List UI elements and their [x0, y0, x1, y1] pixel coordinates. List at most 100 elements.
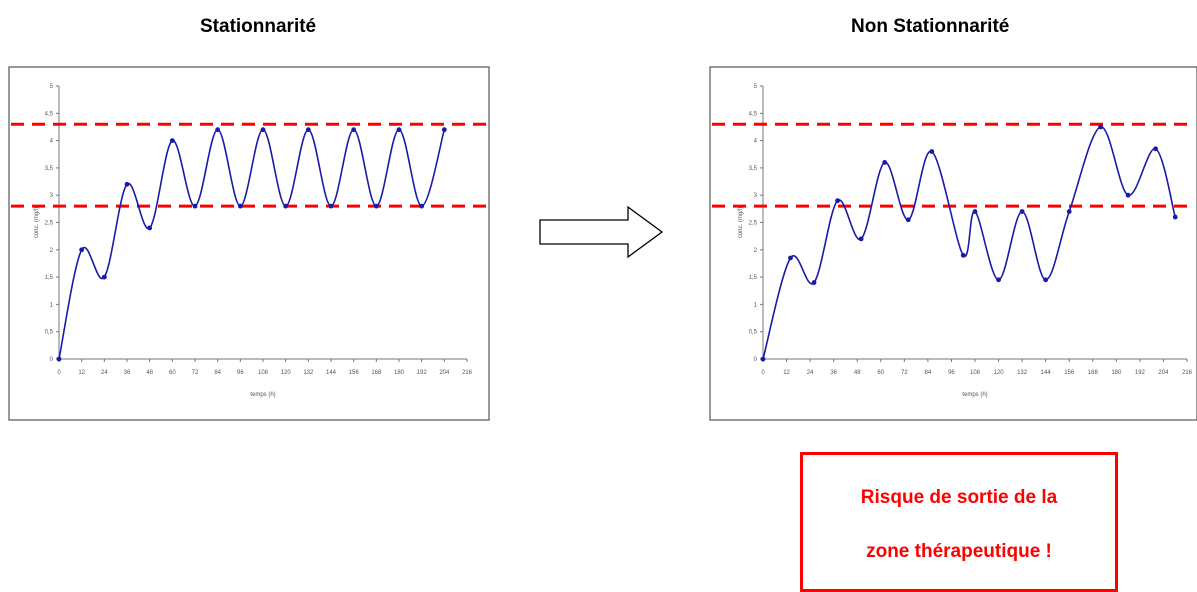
data-point	[960, 252, 966, 258]
y-tick-label: 2	[754, 248, 758, 254]
x-tick-label: 132	[303, 370, 314, 376]
data-point	[811, 280, 817, 285]
data-point	[237, 203, 243, 209]
y-tick-label: 4,5	[749, 111, 758, 117]
x-tick-label: 144	[326, 370, 337, 376]
y-tick-label: 4,5	[45, 111, 54, 117]
x-axis-label: temps (h)	[250, 392, 275, 398]
x-tick-label: 96	[948, 370, 955, 376]
y-axis-label: conc. (mg/l)	[34, 207, 40, 238]
x-tick-label: 132	[1017, 370, 1028, 376]
x-tick-label: 156	[1064, 370, 1075, 376]
data-point	[1098, 124, 1104, 130]
data-point	[441, 127, 447, 133]
y-tick-label: 1,5	[749, 275, 758, 281]
y-tick-label: 5	[754, 84, 758, 90]
chart-frame	[8, 66, 490, 421]
y-tick-label: 2,5	[749, 221, 758, 227]
y-tick-label: 4	[50, 139, 54, 145]
data-point	[169, 138, 175, 144]
x-tick-label: 24	[807, 370, 814, 376]
chart-stationnarite: 0 0,5 1 1,5 2 2,5 3 3,5 4 4,5 5 0 12 24 36 48 60 72 84 96 10…	[8, 66, 490, 421]
data-point	[305, 127, 311, 133]
x-tick-label: 204	[439, 370, 450, 376]
data-point	[79, 247, 85, 253]
chart-non-stationnarite: 0 0,5 1 1,5 2 2,5 3 3,5 4 4,5 5 0 12 24 36 48 60 72 84 96 10…	[709, 66, 1197, 421]
data-point	[373, 203, 379, 209]
y-axis-label: conc. (mg/l)	[738, 207, 744, 238]
data-point	[858, 236, 864, 242]
data-point	[996, 277, 1001, 283]
y-tick-label: 0	[50, 357, 54, 363]
x-tick-label: 108	[970, 370, 981, 376]
x-tick-label: 36	[124, 370, 131, 376]
x-tick-label: 180	[394, 370, 405, 376]
x-tick-label: 60	[169, 370, 176, 376]
y-tick-label: 3,5	[45, 166, 54, 172]
data-point	[351, 127, 357, 133]
y-tick-label: 3,5	[749, 166, 758, 172]
y-tick-label: 1,5	[45, 275, 54, 281]
warning-line-2: zone thérapeutique !	[866, 541, 1052, 562]
x-tick-label: 36	[830, 370, 837, 376]
x-tick-label: 204	[1158, 370, 1169, 376]
data-point	[396, 127, 402, 133]
data-point	[882, 160, 888, 165]
x-tick-label: 192	[1135, 370, 1146, 376]
warning-box: Risque de sortie de la zone thérapeutiqu…	[800, 452, 1118, 592]
data-point	[1019, 209, 1025, 214]
data-point	[283, 203, 289, 209]
x-tick-label: 48	[146, 370, 153, 376]
data-point	[788, 255, 793, 261]
x-tick-label: 72	[192, 370, 199, 376]
x-tick-label: 0	[761, 370, 765, 376]
right-arrow-icon	[539, 205, 664, 259]
y-tick-label: 0	[754, 357, 758, 363]
chart-title-non-stationnarite: Non Stationnarité	[851, 16, 1010, 37]
x-tick-label: 12	[78, 370, 85, 376]
x-tick-label: 84	[214, 370, 221, 376]
y-tick-label: 0,5	[45, 330, 54, 336]
x-tick-label: 168	[371, 370, 382, 376]
y-tick-label: 3	[754, 193, 758, 199]
data-point	[101, 274, 107, 280]
x-tick-label: 72	[901, 370, 908, 376]
data-point	[260, 127, 266, 133]
data-point	[972, 209, 978, 214]
x-tick-label: 60	[877, 370, 884, 376]
x-axis-label: temps (h)	[962, 392, 987, 398]
y-tick-label: 4	[754, 139, 758, 145]
x-tick-label: 144	[1041, 370, 1052, 376]
data-point	[192, 203, 198, 209]
chart-title-stationnarite: Stationnarité	[200, 16, 317, 37]
charts-canvas: 00,511,522,533,544,550 12 24 36 48 60 72 84 96 10…	[8, 66, 1197, 421]
x-tick-label: 0	[57, 370, 61, 376]
y-tick-label: 5	[50, 84, 54, 90]
data-point	[1125, 192, 1131, 198]
x-tick-label: 192	[417, 370, 428, 376]
data-point	[419, 203, 425, 209]
chart-frame	[709, 66, 1197, 421]
y-tick-label: 2	[50, 248, 54, 254]
data-point	[147, 225, 153, 231]
y-tick-label: 1	[754, 302, 758, 308]
x-tick-label: 156	[349, 370, 360, 376]
x-tick-label: 216	[1182, 370, 1193, 376]
x-tick-label: 12	[783, 370, 790, 376]
y-tick-label: 1	[50, 302, 54, 308]
y-tick-label: 2,5	[45, 221, 54, 227]
x-tick-label: 24	[101, 370, 108, 376]
data-point	[328, 203, 334, 209]
data-point	[215, 127, 221, 133]
y-tick-label: 3	[50, 193, 54, 199]
x-tick-label: 48	[854, 370, 861, 376]
data-point	[929, 149, 935, 154]
data-point	[1043, 277, 1049, 283]
x-tick-label: 168	[1088, 370, 1099, 376]
data-point	[56, 356, 62, 362]
data-point	[1066, 209, 1072, 214]
data-point	[760, 356, 766, 362]
warning-line-1: Risque de sortie de la	[860, 487, 1058, 508]
x-tick-label: 96	[237, 370, 244, 376]
data-point	[835, 198, 840, 204]
